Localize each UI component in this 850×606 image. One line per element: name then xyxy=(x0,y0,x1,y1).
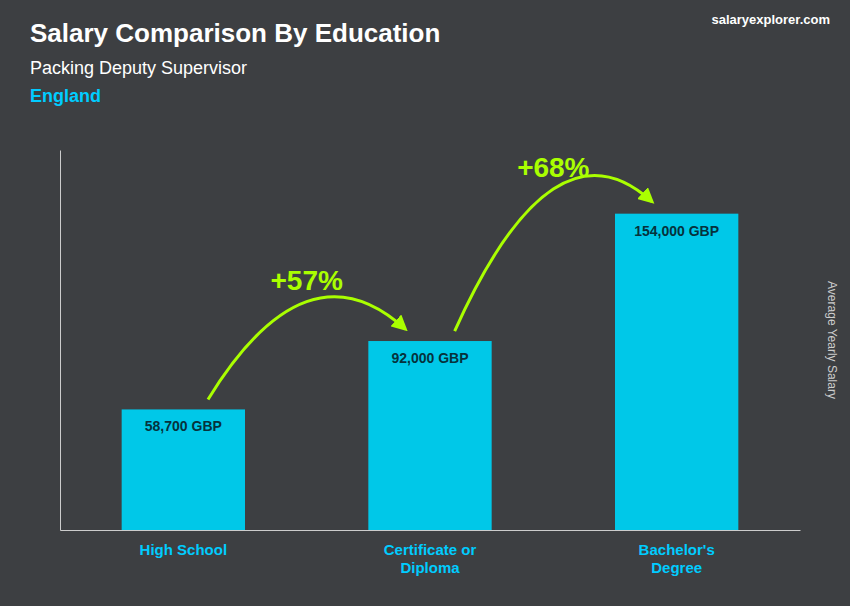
bar xyxy=(615,214,738,530)
change-arrow xyxy=(208,297,405,400)
title: Salary Comparison By Education xyxy=(30,18,440,48)
data-label: 92,000 GBP xyxy=(391,350,468,366)
x-tick-label-line: High School xyxy=(140,541,228,558)
bar xyxy=(368,341,491,530)
y-axis-title: Average Yearly Salary xyxy=(825,281,839,399)
x-tick-label-line: Degree xyxy=(651,559,702,576)
x-tick-label: Certificate orDiploma xyxy=(384,541,477,576)
data-label: 154,000 GBP xyxy=(634,223,719,239)
change-label: +57% xyxy=(270,265,342,296)
x-tick: Bachelor'sDegree xyxy=(639,530,715,576)
x-tick: High School xyxy=(140,530,228,558)
x-tick-label-line: Certificate or xyxy=(384,541,477,558)
x-tick-label-line: Bachelor's xyxy=(639,541,715,558)
data-label: 58,700 GBP xyxy=(145,418,222,434)
location: England xyxy=(30,86,101,106)
subtitle: Packing Deputy Supervisor xyxy=(30,58,247,78)
change-label: +68% xyxy=(517,152,589,183)
change-arrow xyxy=(455,175,652,331)
x-tick-label: High School xyxy=(140,541,228,558)
chart: Salary Comparison By Education Packing De… xyxy=(0,0,850,606)
x-tick-label: Bachelor'sDegree xyxy=(639,541,715,576)
plot-area xyxy=(122,214,739,530)
y-axis-line xyxy=(60,151,61,531)
x-tick: Certificate orDiploma xyxy=(384,530,477,576)
watermark: salaryexplorer.com xyxy=(711,12,830,27)
x-axis: High School Certificate orDiploma Bachelor… xyxy=(61,530,801,576)
bar xyxy=(122,409,245,530)
x-tick-label-line: Diploma xyxy=(400,559,460,576)
x-axis-line xyxy=(61,530,801,531)
y-axis xyxy=(60,151,61,531)
